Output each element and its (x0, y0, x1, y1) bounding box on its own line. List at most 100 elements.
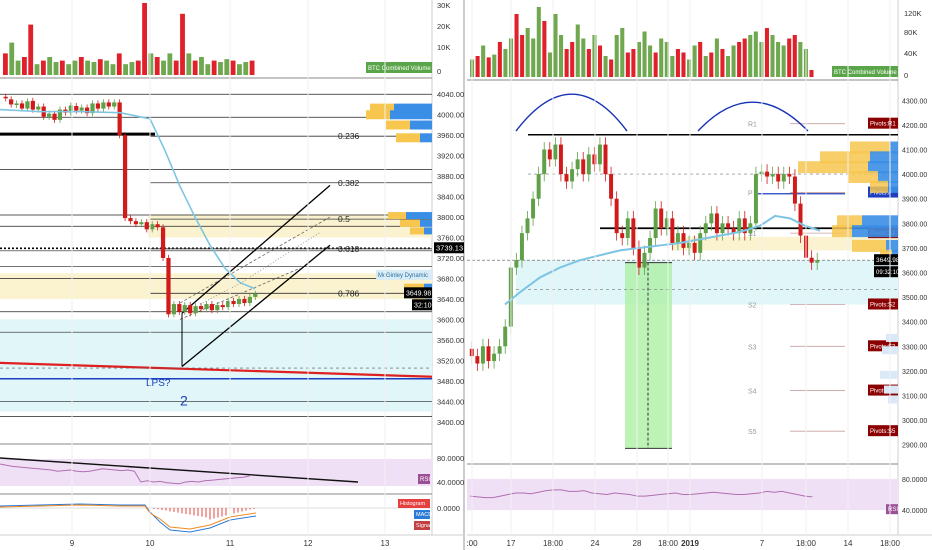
candle-body[interactable] (52, 113, 57, 120)
candle-body[interactable] (525, 218, 530, 234)
candle-body[interactable] (160, 227, 166, 258)
candle-body[interactable] (79, 107, 84, 111)
candle-body[interactable] (519, 233, 524, 261)
candle-body[interactable] (47, 113, 52, 117)
candle-body[interactable] (68, 105, 73, 113)
candle-body[interactable] (514, 260, 519, 268)
candle-body[interactable] (536, 174, 541, 199)
candle-body[interactable] (553, 144, 558, 160)
candle-body[interactable] (609, 174, 614, 199)
candle-body[interactable] (631, 218, 636, 248)
candle-body[interactable] (703, 223, 708, 234)
candle-body[interactable] (636, 247, 641, 268)
candle-body[interactable] (84, 107, 90, 114)
candle-body[interactable] (547, 149, 552, 160)
candle-body[interactable] (586, 154, 591, 175)
candle-body[interactable] (128, 218, 133, 222)
candle-body[interactable] (253, 293, 258, 297)
candle-body[interactable] (770, 174, 775, 177)
candle-body[interactable] (765, 171, 770, 177)
candle-body[interactable] (776, 174, 781, 182)
candle-body[interactable] (177, 304, 182, 312)
candle-body[interactable] (155, 224, 160, 228)
candle-body[interactable] (709, 213, 714, 224)
candle-body[interactable] (95, 103, 101, 109)
candle-body[interactable] (564, 174, 569, 182)
candle-body[interactable] (681, 233, 686, 248)
candle-body[interactable] (150, 224, 155, 230)
candle-body[interactable] (720, 223, 725, 234)
candle-body[interactable] (753, 174, 758, 224)
candle-body[interactable] (603, 144, 608, 175)
candle-body[interactable] (215, 305, 220, 311)
candle-body[interactable] (497, 346, 502, 354)
candle-body[interactable] (220, 305, 225, 308)
candle-body[interactable] (90, 103, 95, 114)
candle-body[interactable] (171, 304, 177, 315)
candle-body[interactable] (14, 103, 19, 105)
candle-body[interactable] (106, 102, 111, 107)
candle-body[interactable] (480, 346, 485, 364)
candle-body[interactable] (692, 242, 697, 253)
candle-body[interactable] (204, 304, 209, 310)
candle-body[interactable] (575, 159, 580, 170)
candle-body[interactable] (139, 222, 144, 225)
candle-body[interactable] (698, 233, 703, 253)
candle-body[interactable] (182, 305, 187, 312)
candle-body[interactable] (581, 159, 586, 175)
candle-body[interactable] (198, 306, 204, 310)
candle-body[interactable] (486, 346, 491, 362)
candle-body[interactable] (542, 149, 547, 175)
candle-body[interactable] (687, 242, 692, 248)
candle-body[interactable] (731, 228, 736, 234)
candle-body[interactable] (122, 135, 128, 219)
candle-body[interactable] (675, 233, 680, 243)
candle-body[interactable] (3, 96, 8, 99)
candle-body[interactable] (226, 300, 231, 308)
candle-body[interactable] (798, 203, 803, 236)
candle-body[interactable] (659, 208, 664, 229)
candle-body[interactable] (19, 103, 25, 109)
candle-body[interactable] (592, 154, 597, 165)
candle-body[interactable] (166, 258, 171, 315)
candle-body[interactable] (144, 222, 149, 230)
candle-body[interactable] (742, 218, 747, 234)
candle-body[interactable] (670, 218, 675, 243)
candle-body[interactable] (74, 106, 79, 111)
candle-body[interactable] (648, 238, 653, 253)
candle-body[interactable] (242, 298, 247, 304)
candle-body[interactable] (653, 208, 658, 239)
candle-body[interactable] (36, 106, 41, 110)
candle-body[interactable] (475, 356, 480, 364)
candle-body[interactable] (620, 233, 625, 239)
candle-body[interactable] (188, 305, 193, 314)
candle-body[interactable] (209, 304, 214, 311)
candle-body[interactable] (781, 174, 786, 182)
candle-body[interactable] (714, 213, 719, 234)
candle-body[interactable] (57, 109, 63, 120)
candle-body[interactable] (531, 198, 536, 219)
candle-body[interactable] (236, 298, 242, 305)
candle-body[interactable] (737, 218, 742, 234)
candle-body[interactable] (112, 102, 117, 107)
candle-body[interactable] (570, 169, 575, 182)
candle-body[interactable] (625, 218, 630, 239)
candle-body[interactable] (492, 353, 497, 362)
candle-body[interactable] (664, 218, 669, 229)
candle-body[interactable] (30, 100, 35, 110)
candle-body[interactable] (792, 176, 797, 204)
candle-body[interactable] (642, 252, 647, 268)
candle-body[interactable] (614, 198, 619, 234)
candle-body[interactable] (815, 260, 820, 263)
candle-body[interactable] (503, 326, 508, 347)
candle-body[interactable] (726, 223, 731, 229)
candle-body[interactable] (9, 99, 14, 105)
candle-body[interactable] (231, 300, 236, 305)
candle-body[interactable] (787, 174, 792, 177)
candle-body[interactable] (133, 221, 139, 225)
candle-body[interactable] (558, 144, 563, 175)
candle-body[interactable] (193, 306, 198, 314)
candle-body[interactable] (25, 101, 30, 109)
candle-body[interactable] (809, 257, 814, 263)
